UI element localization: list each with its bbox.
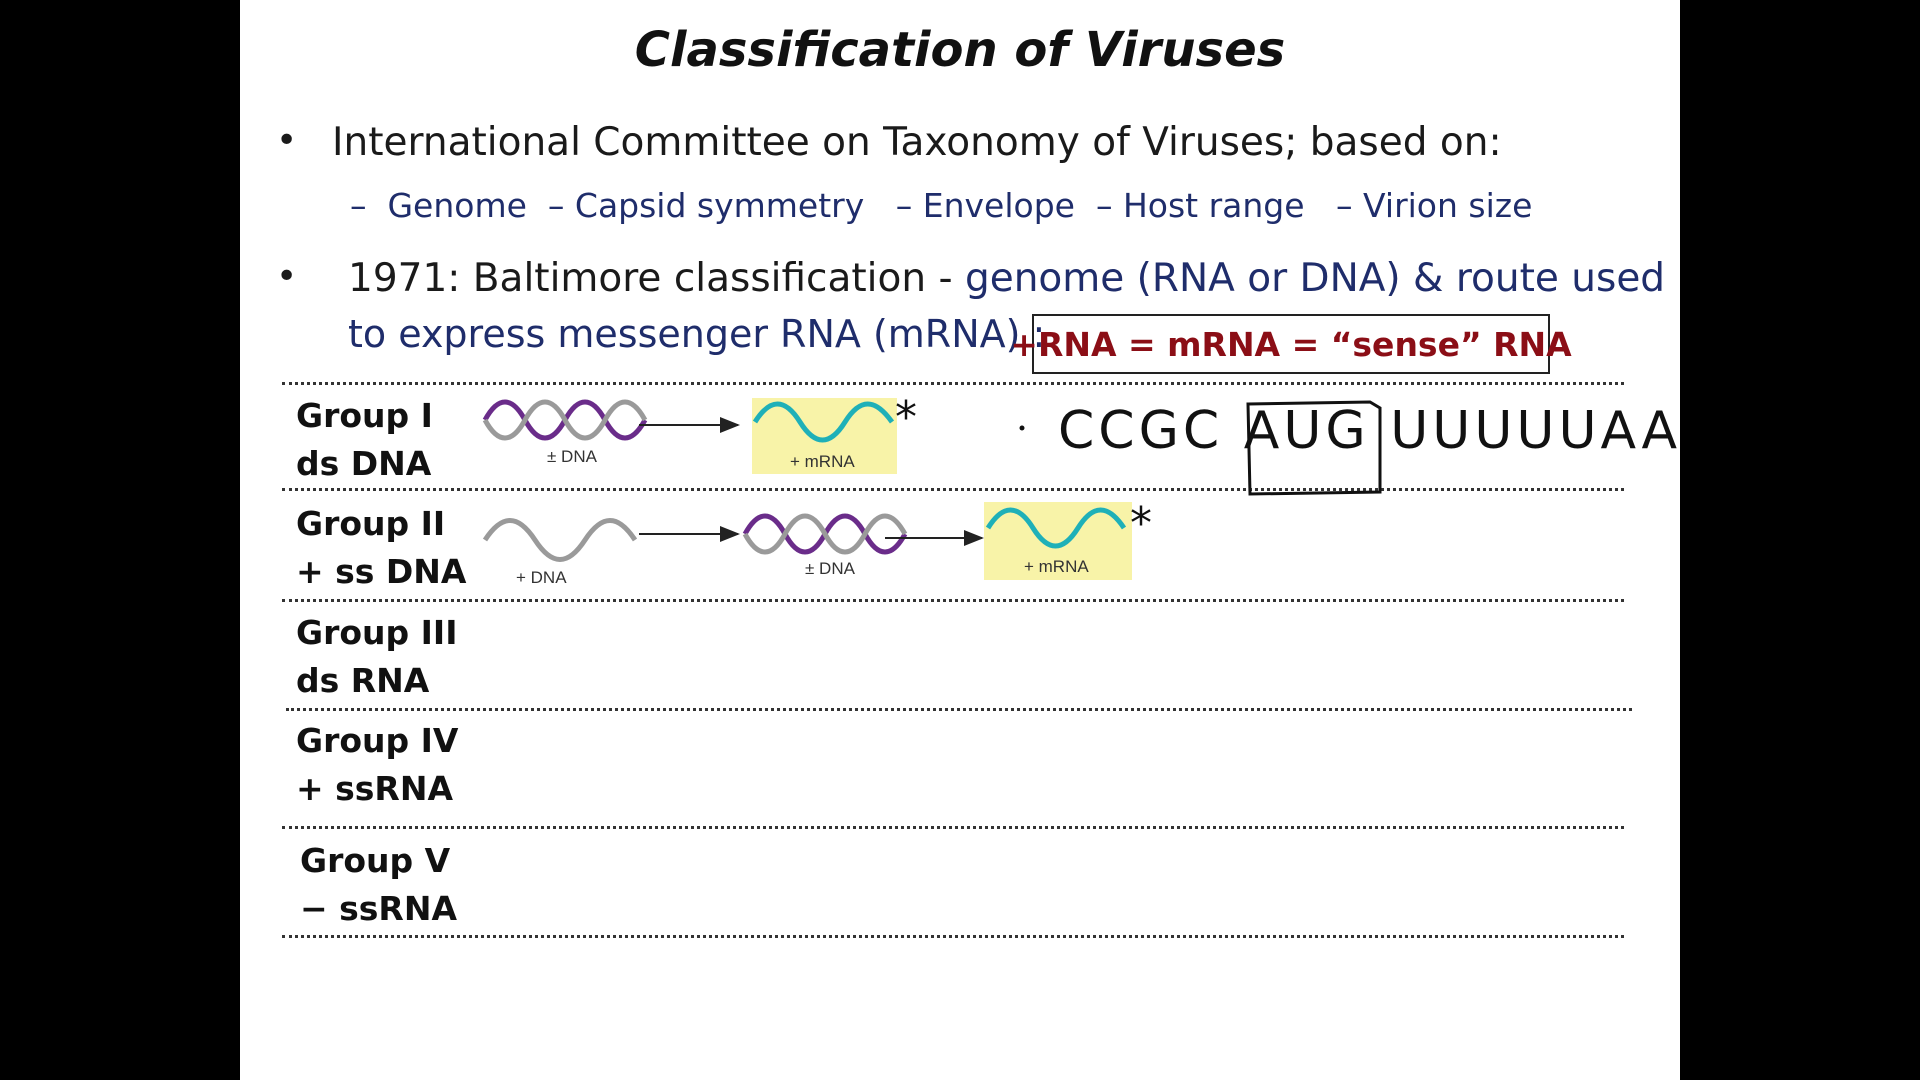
- baltimore-blue-1: genome (RNA or DNA) & route used: [964, 256, 1666, 301]
- bullet-marker: •: [276, 120, 298, 161]
- bullet-baltimore-line2: to express messenger RNA (mRNA) :: [348, 312, 1046, 356]
- group-1-label: Group I ds DNA: [296, 392, 433, 488]
- group-genome: ds RNA: [296, 661, 430, 700]
- group-genome: + ss DNA: [296, 552, 467, 591]
- handwriting-annotation: CCGC AUG UUUUUAA...: [1019, 400, 1680, 496]
- baltimore-prefix: 1971: Baltimore classification -: [348, 256, 965, 301]
- slide-title: Classification of Viruses: [634, 22, 1286, 78]
- criteria-list: – Genome – Capsid symmetry – Envelope – …: [350, 186, 1532, 225]
- row-divider: [282, 826, 1624, 829]
- pm-dna-label: ± DNA: [805, 559, 856, 578]
- group-3-label: Group III ds RNA: [296, 609, 457, 705]
- group-4-label: Group IV + ssRNA: [296, 717, 458, 813]
- dash: –: [350, 186, 367, 225]
- dash: –: [1095, 186, 1113, 225]
- plus-dna-label: + DNA: [516, 568, 567, 587]
- dsdna-helix-icon: [482, 399, 648, 441]
- row-divider: [282, 382, 1624, 385]
- replication-diagram: ± DNA + mRNA * + DNA ± DNA + mRNA *: [482, 392, 1152, 587]
- dsdna-helix-icon: [742, 513, 908, 555]
- group-name: Group I: [296, 396, 433, 435]
- mrna-wave-icon: [985, 507, 1127, 549]
- start-codon-box: [1246, 400, 1382, 496]
- dash: –: [1336, 186, 1353, 225]
- mrna-highlight: [984, 502, 1132, 580]
- row-divider: [286, 708, 1632, 711]
- group-name: Group V: [300, 841, 451, 880]
- bullet-baltimore-line1: 1971: Baltimore classification - genome …: [348, 256, 1665, 301]
- group-genome: + ssRNA: [296, 769, 453, 808]
- dash: –: [895, 186, 913, 225]
- mrna-highlight: [752, 398, 897, 474]
- bullet-icvt: International Committee on Taxonomy of V…: [332, 120, 1502, 165]
- mrna-wave-icon: [752, 401, 895, 443]
- group-genome: ds DNA: [296, 444, 432, 483]
- criterion-host-range: Host range: [1122, 186, 1305, 225]
- dash: –: [547, 186, 565, 225]
- asterisk-icon: *: [895, 392, 917, 443]
- criterion-capsid-symmetry: Capsid symmetry: [574, 186, 865, 225]
- criterion-genome: Genome: [387, 186, 527, 225]
- slide: Classification of Viruses • Internationa…: [240, 0, 1680, 1080]
- group-2-label: Group II + ss DNA: [296, 500, 466, 596]
- row-divider: [282, 599, 1624, 602]
- group-5-label: Group V − ssRNA: [300, 837, 457, 933]
- plus-mrna-label: + mRNA: [790, 452, 855, 471]
- bullet-marker: •: [276, 256, 298, 297]
- group-name: Group III: [296, 613, 458, 652]
- group-name: Group IV: [296, 721, 459, 760]
- asterisk-icon: *: [1130, 498, 1152, 549]
- pm-dna-label: ± DNA: [547, 447, 598, 466]
- group-genome: − ssRNA: [300, 889, 457, 928]
- group-name: Group II: [296, 504, 446, 543]
- criterion-envelope: Envelope: [922, 186, 1075, 225]
- row-divider: [282, 488, 1624, 491]
- row-divider: [282, 935, 1624, 938]
- ssdna-wave-icon: [482, 518, 638, 562]
- criterion-virion-size: Virion size: [1363, 186, 1533, 225]
- sense-rna-box: +RNA = mRNA = “sense” RNA: [1010, 314, 1572, 374]
- plus-mrna-label: + mRNA: [1024, 557, 1089, 576]
- handwritten-sequence: CCGC AUG UUUUUAA...: [1058, 401, 1680, 461]
